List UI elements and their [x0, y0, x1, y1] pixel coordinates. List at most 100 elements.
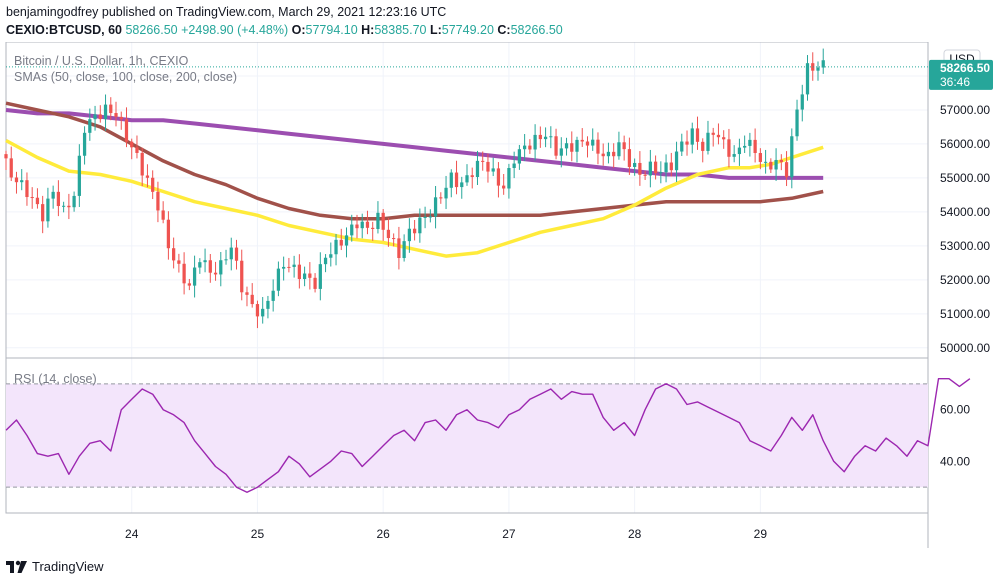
candle-body	[255, 304, 260, 317]
candle	[224, 249, 228, 265]
rsi-axis[interactable]: 60.00 40.00	[940, 403, 970, 469]
candle	[234, 239, 239, 270]
time-axis[interactable]: 24 25 26 27 28 29	[125, 527, 767, 541]
candle-body	[208, 260, 212, 273]
candle-body	[109, 104, 113, 114]
price-chart[interactable]: Bitcoin / U.S. Dollar, 1h, CEXIO SMAs (5…	[0, 41, 1006, 548]
time-tick-label: 26	[377, 527, 391, 541]
candle-body	[454, 172, 459, 188]
candle	[124, 107, 129, 148]
candle-body	[412, 228, 417, 234]
candle	[392, 233, 396, 247]
publisher-name[interactable]: benjamingodfrey	[6, 5, 99, 19]
candle	[119, 111, 123, 130]
price-tick-label: 54000.00	[940, 205, 990, 219]
candle	[627, 137, 632, 175]
candle	[449, 169, 453, 198]
candle	[716, 123, 721, 145]
high-label: H:	[361, 23, 375, 37]
candle	[261, 296, 265, 324]
candle	[444, 175, 448, 210]
candle	[512, 151, 516, 179]
candle-body	[685, 141, 689, 145]
rsi-legend[interactable]: RSI (14, close)	[14, 372, 97, 386]
candle-body	[14, 177, 19, 183]
brand-name[interactable]: TradingView	[32, 558, 104, 574]
candle-body	[743, 145, 747, 148]
candle-body	[292, 264, 296, 267]
candle	[418, 208, 422, 243]
candle-body	[234, 247, 239, 261]
candle	[151, 170, 155, 200]
candle-body	[680, 141, 684, 152]
candle	[795, 99, 799, 141]
candle	[9, 146, 13, 182]
candle-body	[407, 228, 411, 242]
candle-body	[334, 239, 338, 255]
candle-body	[313, 277, 317, 289]
candle	[633, 158, 637, 176]
bar-countdown: 36:46	[940, 75, 970, 89]
price-tick-label: 50000.00	[940, 341, 990, 355]
candle-body	[386, 229, 391, 239]
candle-body	[282, 266, 286, 269]
candle-body	[355, 224, 359, 229]
candle-body	[748, 139, 752, 146]
candle-body	[182, 263, 186, 284]
candle	[454, 160, 459, 195]
candle-body	[643, 174, 647, 176]
price-axis[interactable]: 57000.00 56000.00 55000.00 54000.00 53000.00…	[940, 103, 990, 355]
candle-body	[653, 161, 658, 174]
candle-body	[156, 191, 160, 211]
candle	[161, 201, 165, 224]
candle-body	[727, 139, 731, 157]
candle	[805, 55, 810, 101]
candle-body	[549, 136, 553, 138]
candle-body	[423, 216, 427, 218]
candle	[287, 257, 291, 273]
candle-body	[554, 136, 558, 156]
candle	[103, 94, 108, 131]
candle-body	[20, 180, 24, 183]
candle	[20, 169, 24, 191]
candle	[659, 161, 663, 184]
candle-body	[444, 187, 448, 199]
candle-body	[753, 139, 757, 154]
rsi-tick-label: 60.00	[940, 403, 970, 417]
symbol-title: Bitcoin / U.S. Dollar, 1h, CEXIO	[14, 54, 189, 68]
candle	[339, 228, 343, 251]
candle-body	[224, 259, 228, 261]
candle	[172, 237, 176, 269]
candle	[276, 261, 281, 297]
candle	[753, 128, 757, 163]
sma-legend[interactable]: SMAs (50, close, 100, close, 200, close)	[14, 70, 237, 84]
tradingview-logo-icon[interactable]	[6, 557, 28, 575]
candle-body	[690, 128, 694, 145]
candle	[365, 210, 370, 235]
candle	[774, 148, 778, 181]
candle-body	[323, 257, 328, 265]
candle	[575, 136, 579, 163]
candle	[538, 126, 542, 148]
candle	[240, 249, 244, 301]
candle-body	[124, 119, 129, 142]
candle	[245, 286, 249, 307]
rsi-band	[6, 383, 928, 488]
candle	[695, 116, 700, 150]
candle	[297, 254, 301, 289]
candle	[35, 188, 40, 209]
candle-body	[397, 238, 401, 259]
candle-body	[559, 148, 563, 156]
sma-200-line	[5, 108, 824, 180]
candle	[465, 164, 469, 186]
candle-body	[790, 136, 794, 178]
candle	[559, 137, 563, 168]
candle-body	[82, 132, 87, 156]
candle-body	[266, 300, 270, 309]
candle	[266, 295, 270, 319]
candle-body	[151, 177, 155, 192]
candle-body	[711, 132, 715, 135]
candle	[428, 209, 432, 223]
candle-body	[591, 139, 595, 146]
candle	[412, 220, 417, 241]
